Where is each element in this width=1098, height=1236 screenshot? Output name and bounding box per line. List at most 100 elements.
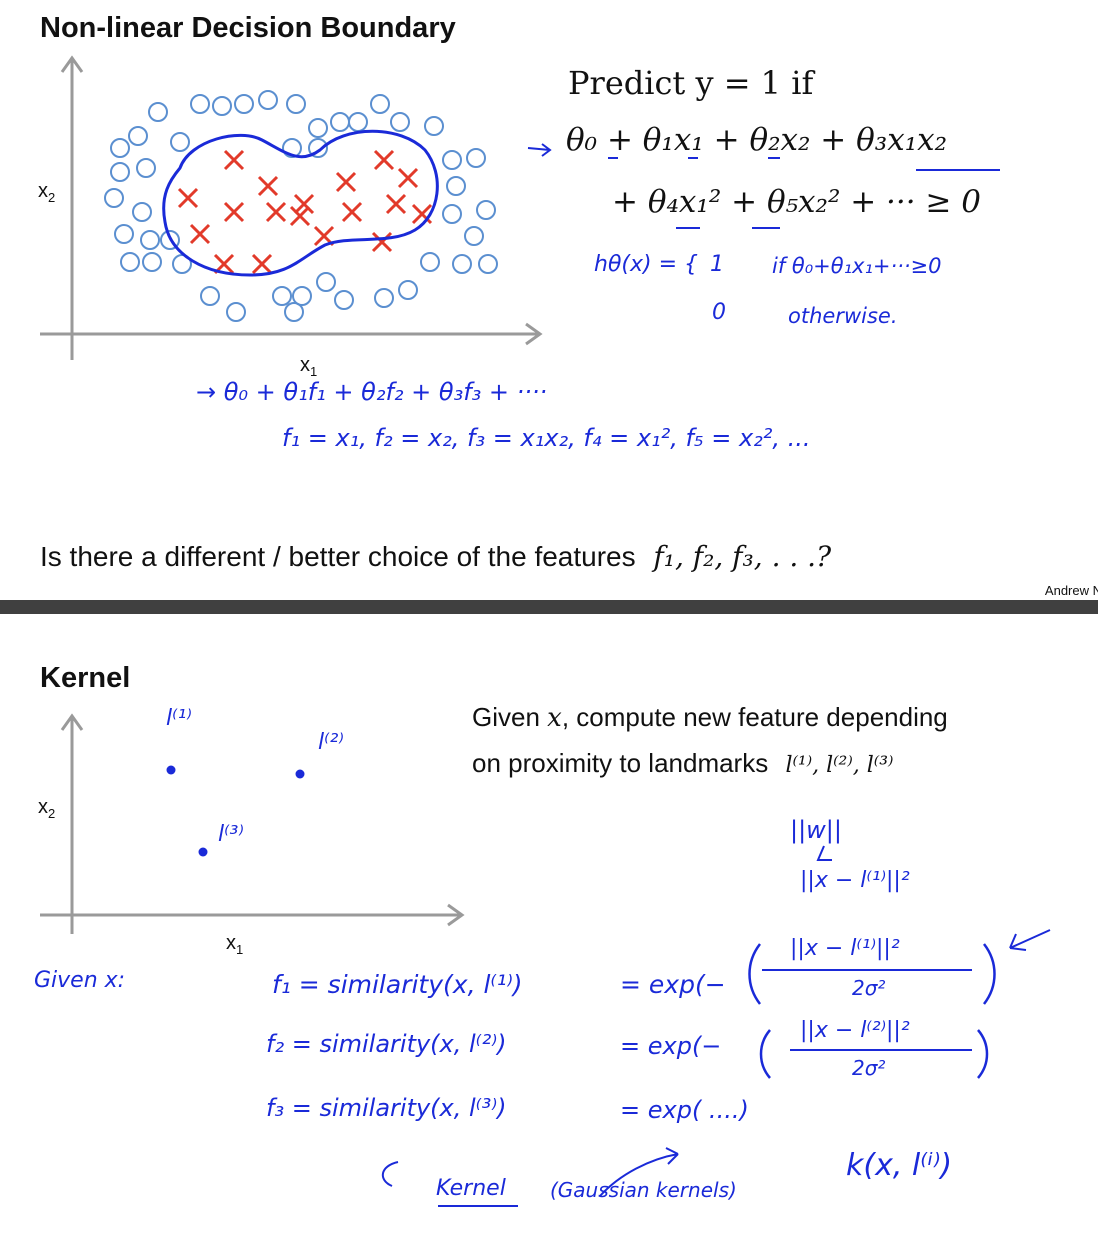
- negative-sample-circle: [104, 188, 124, 208]
- hand-exp1-numerator: ||x − l⁽¹⁾||²: [790, 936, 900, 961]
- positive-sample-cross: [373, 149, 395, 171]
- negative-sample-circle: [148, 102, 168, 122]
- negative-sample-circle: [234, 94, 254, 114]
- hand-exp2-numerator: ||x − l⁽²⁾||²: [800, 1018, 910, 1043]
- slide-title: Non-linear Decision Boundary: [40, 12, 456, 44]
- feature-question-math: f₁, f₂, f₃, . . .?: [653, 540, 832, 573]
- negative-sample-circle: [464, 226, 484, 246]
- plot-axes: [40, 55, 543, 360]
- landmark-label-1: l⁽¹⁾: [166, 706, 192, 731]
- negative-sample-circle: [442, 150, 462, 170]
- negative-sample-circle: [478, 254, 498, 274]
- ink-arrow: [527, 143, 552, 157]
- hand-norm-w: ||w||: [790, 816, 842, 844]
- hand-norm-top: ||x − l⁽¹⁾||²: [800, 868, 910, 893]
- author-credit: Andrew N: [1044, 583, 1098, 598]
- negative-sample-circle: [442, 204, 462, 224]
- positive-sample-cross: [341, 201, 363, 223]
- negative-sample-circle: [190, 94, 210, 114]
- landmark-point-1: [166, 765, 176, 775]
- hand-f3-similarity: f₃ = similarity(x, l⁽³⁾): [266, 1094, 507, 1122]
- negative-sample-circle: [258, 90, 278, 110]
- negative-samples: [104, 90, 498, 322]
- slide-title: Kernel: [40, 662, 131, 694]
- hand-case1-value: 1: [710, 252, 724, 277]
- x-axis-arrow: [525, 322, 543, 346]
- negative-sample-circle: [212, 96, 232, 116]
- positive-sample-cross: [251, 253, 273, 275]
- negative-sample-circle: [226, 302, 246, 322]
- ink-paren: [748, 943, 761, 1005]
- y-axis-label-sub: 2: [48, 190, 56, 205]
- negative-sample-circle: [292, 286, 312, 306]
- negative-sample-circle: [446, 176, 466, 196]
- ink-arrow-left: [382, 1161, 399, 1187]
- hand-feature-definitions: f₁ = x₁, f₂ = x₂, f₃ = x₁x₂, f₄ = x₁², f…: [282, 424, 811, 452]
- negative-sample-circle: [466, 148, 486, 168]
- hand-f1-similarity: f₁ = similarity(x, l⁽¹⁾): [272, 970, 523, 999]
- positive-sample-cross: [335, 171, 357, 193]
- hand-case2-value: 0: [712, 300, 726, 325]
- positive-sample-cross: [223, 149, 245, 171]
- hand-case2-condition: otherwise.: [788, 304, 898, 328]
- x-axis-label-text: x: [226, 932, 236, 954]
- positive-sample-cross: [397, 167, 419, 189]
- y-axis-label: x2: [38, 180, 55, 205]
- landmark-label-3: l⁽³⁾: [218, 822, 244, 847]
- ink-paren: [759, 1029, 771, 1079]
- y-axis-arrow: [60, 55, 84, 73]
- negative-sample-circle: [330, 112, 350, 132]
- positive-sample-cross: [371, 231, 393, 253]
- positive-sample-cross: [293, 193, 315, 215]
- positive-sample-cross: [265, 201, 287, 223]
- negative-sample-circle: [452, 254, 472, 274]
- positive-sample-cross: [257, 175, 279, 197]
- y-axis-label-text: x: [38, 796, 48, 818]
- negative-sample-circle: [374, 288, 394, 308]
- negative-sample-circle: [160, 230, 180, 250]
- negative-sample-circle: [170, 132, 190, 152]
- positive-sample-cross: [177, 187, 199, 209]
- negative-sample-circle: [110, 138, 130, 158]
- given-text-b: , compute new feature depending: [561, 702, 948, 732]
- negative-sample-circle: [316, 272, 336, 292]
- negative-sample-circle: [398, 280, 418, 300]
- positive-samples: [177, 149, 433, 275]
- hand-exp3: = exp( ....): [620, 1096, 749, 1124]
- landmark-point-3: [198, 847, 208, 857]
- landmark-point-2: [295, 769, 305, 779]
- positive-sample-cross: [289, 205, 311, 227]
- y-axis-label-text: x: [38, 180, 48, 202]
- ink-arrow-pointer: [1009, 929, 1051, 951]
- hand-exp1-prefix: = exp(−: [620, 970, 726, 999]
- negative-sample-circle: [142, 252, 162, 272]
- feature-question: Is there a different / better choice of …: [40, 540, 831, 573]
- hand-gaussian-label: (Gaussian kernels): [550, 1178, 737, 1202]
- hand-case1-condition: if θ₀+θ₁x₁+···≥0: [772, 254, 942, 278]
- negative-sample-circle: [308, 138, 328, 158]
- x-axis-label: x1: [300, 354, 317, 379]
- negative-sample-circle: [370, 94, 390, 114]
- negative-sample-circle: [282, 138, 302, 158]
- negative-sample-circle: [200, 286, 220, 306]
- landmark-plot: [40, 713, 1051, 1207]
- hand-f2-similarity: f₂ = similarity(x, l⁽²⁾): [266, 1030, 507, 1058]
- negative-sample-circle: [136, 158, 156, 178]
- y-axis-arrow: [60, 713, 84, 731]
- x-axis-label-sub: 1: [236, 942, 244, 957]
- positive-sample-cross: [189, 223, 211, 245]
- hand-hypothesis-def: hθ(x) = {: [594, 252, 699, 277]
- slide-kernel: Kernel x2 x1 l⁽¹⁾ l⁽²⁾ l⁽³⁾ Given: [0, 614, 1098, 1236]
- hand-exp1-denominator: 2σ²: [852, 976, 886, 1000]
- ink-paren: [977, 1029, 989, 1079]
- given-x-math: x: [547, 703, 562, 733]
- positive-sample-cross: [385, 193, 407, 215]
- hypothesis-equation-line1: θ₀ + θ₁x₁ + θ₂x₂ + θ₃x₁x₂: [566, 122, 948, 158]
- negative-sample-circle: [120, 252, 140, 272]
- landmarks-math: l⁽¹⁾, l⁽²⁾, l⁽³⁾: [785, 753, 894, 778]
- given-statement: Given x, compute new feature depending: [472, 702, 948, 733]
- positive-sample-cross: [411, 203, 433, 225]
- x-axis-label-sub: 1: [310, 364, 318, 379]
- hand-exp2-denominator: 2σ²: [852, 1056, 886, 1080]
- x-axis-arrow: [447, 903, 465, 927]
